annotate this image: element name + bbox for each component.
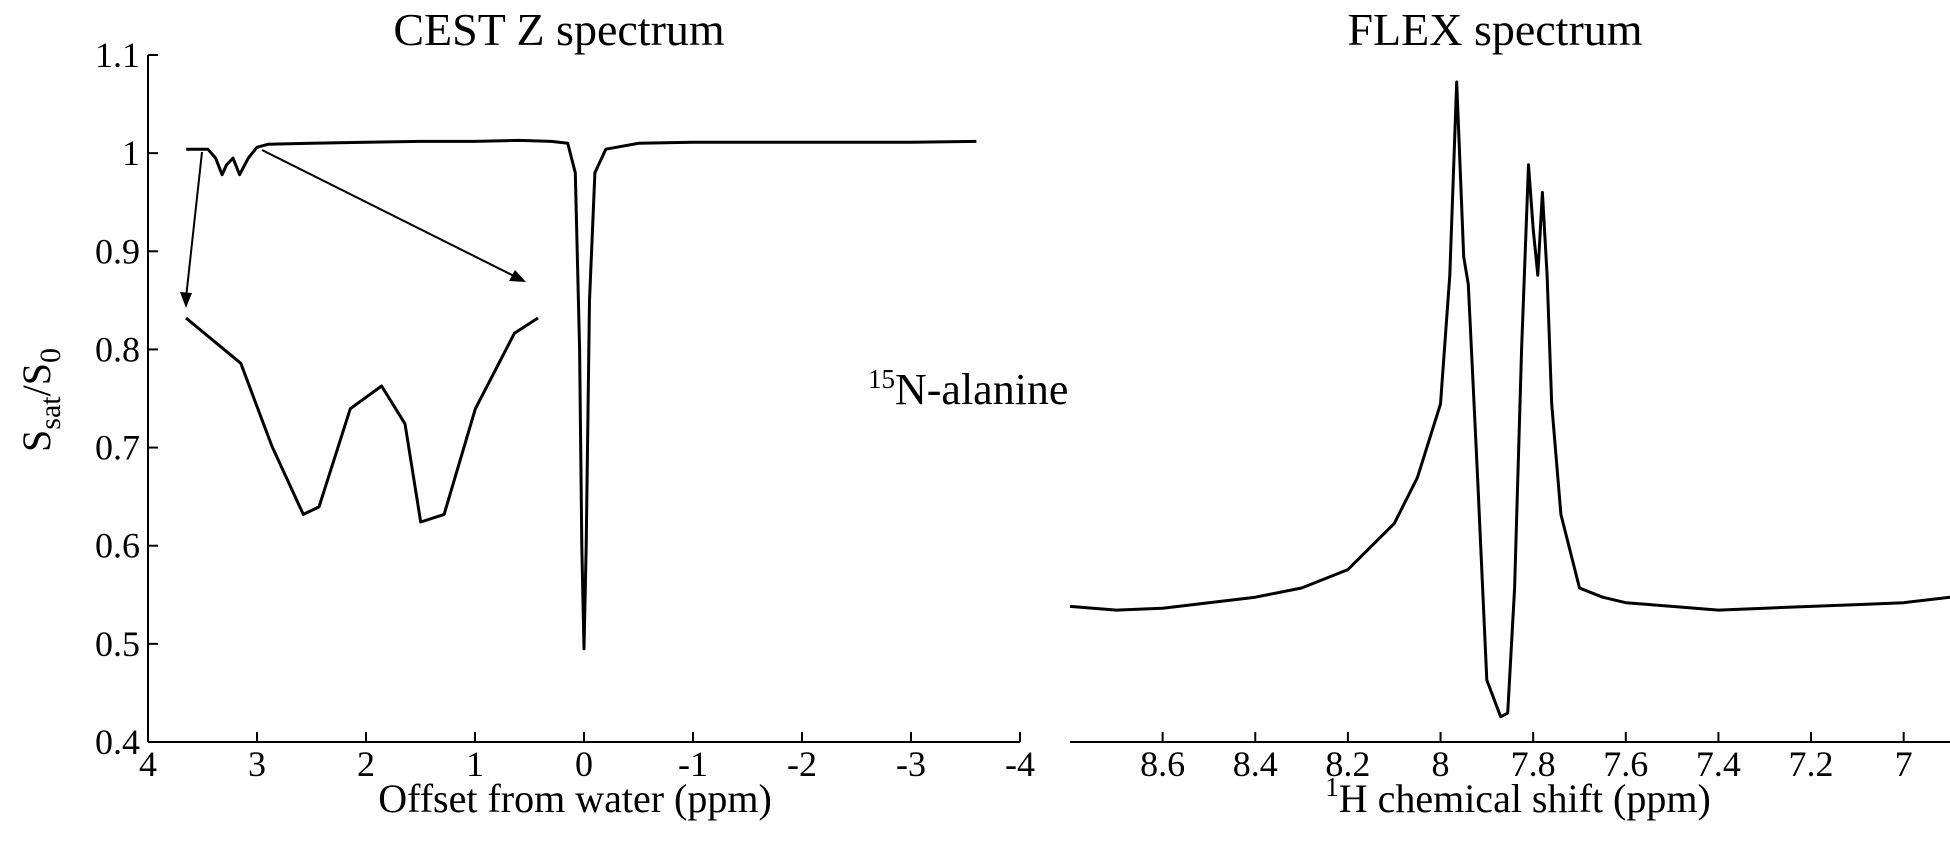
cest-x-ticks: 4 3 2 1 0 -1 -2 -3 -4 (139, 732, 1035, 784)
flex-x-label: 1H chemical shift (ppm) (1325, 772, 1711, 821)
cest-x-label: Offset from water (ppm) (378, 776, 772, 821)
cest-x-tick-label: 1 (466, 744, 484, 784)
flex-x-tick-label: 7.8 (1511, 744, 1556, 784)
cest-y-label-s: S (14, 430, 59, 452)
cest-x-tick-label: 4 (139, 744, 157, 784)
cest-y-tick-label: 0.8 (95, 329, 140, 369)
flex-x-tick-label: 8 (1432, 744, 1450, 784)
cest-chart: CEST Z spectrum 0.4 0.5 0.6 0.7 0.8 0.9 1 1.1 4… (14, 4, 1068, 821)
flex-x-tick-label: 7 (1895, 744, 1913, 784)
cest-y-tick-label: 0.6 (95, 526, 140, 566)
cest-y-tick-label: 0.5 (95, 624, 140, 664)
compound-label: 15N-alanine (868, 364, 1068, 414)
cest-y-tick-label: 0.7 (95, 428, 140, 468)
flex-x-tick-label: 7.6 (1603, 744, 1648, 784)
flex-x-tick-label: 7.4 (1696, 744, 1741, 784)
cest-x-tick-label: -4 (1005, 744, 1035, 784)
cest-y-ticks: 0.4 0.5 0.6 0.7 0.8 0.9 1 1.1 (95, 35, 158, 762)
flex-x-tick-label: 8.2 (1325, 744, 1370, 784)
flex-series-line (1069, 80, 1950, 719)
cest-x-tick-label: -3 (896, 744, 926, 784)
cest-y-label-sub-0: 0 (34, 348, 67, 363)
flex-x-tick-label: 8.4 (1233, 744, 1278, 784)
cest-title: CEST Z spectrum (393, 4, 725, 55)
flex-x-tick-label: 8.6 (1140, 744, 1185, 784)
cest-inset-line (185, 316, 539, 524)
cest-y-tick-label: 1.1 (95, 35, 140, 75)
cest-series-line (186, 138, 977, 651)
flex-x-tick-label: 7.2 (1789, 744, 1834, 784)
cest-inset-arrow-right (261, 149, 526, 282)
cest-y-label: Ssat/S0 (14, 348, 67, 452)
flex-x-label-sup: 1 (1325, 772, 1339, 802)
cest-x-tick-label: -2 (787, 744, 817, 784)
cest-y-label-sub-sat: sat (34, 396, 67, 430)
cest-y-tick-label: 0.9 (95, 231, 140, 271)
cest-y-label-sep: /S (14, 363, 59, 396)
flex-title: FLEX spectrum (1347, 4, 1642, 55)
cest-x-tick-label: 3 (248, 744, 266, 784)
cest-x-tick-label: 2 (357, 744, 375, 784)
cest-x-tick-label: 0 (575, 744, 593, 784)
flex-x-ticks: 8.6 8.4 8.2 8 7.8 7.6 7.4 7.2 7 (1140, 732, 1913, 784)
cest-inset-arrow-left (180, 151, 203, 308)
compound-label-isotope: 15 (868, 364, 895, 394)
flex-chart: FLEX spectrum 8.6 8.4 8.2 8 7.8 7.6 7.4 7.2 7 1H… (1069, 4, 1950, 821)
cest-x-tick-label: -1 (678, 744, 708, 784)
cest-y-tick-label: 1 (122, 133, 140, 173)
compound-label-name: N-alanine (895, 365, 1068, 414)
flex-x-label-text: H chemical shift (ppm) (1339, 776, 1711, 821)
cest-y-tick-label: 0.4 (95, 722, 140, 762)
